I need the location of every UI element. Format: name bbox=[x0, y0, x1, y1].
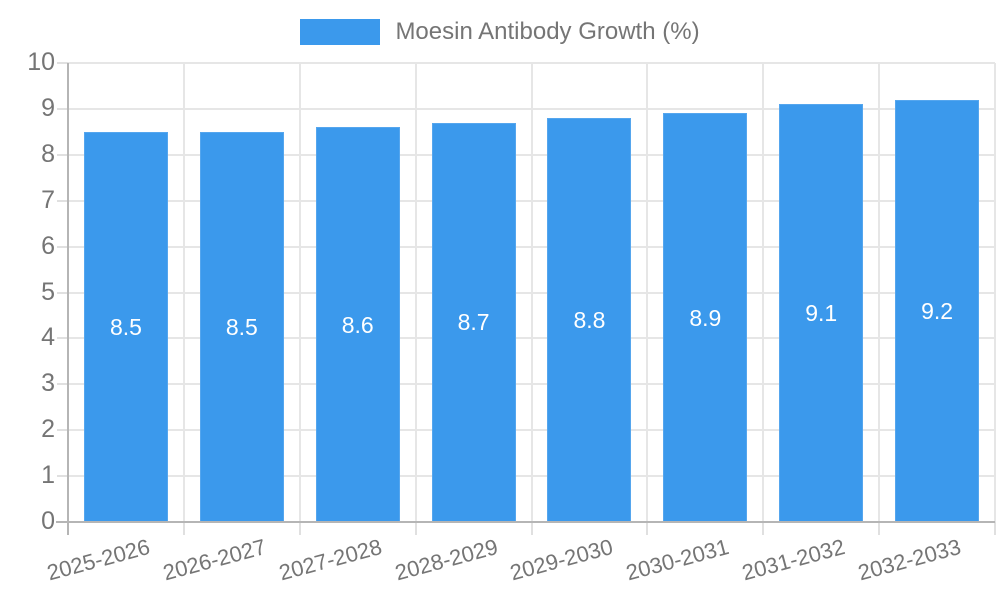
y-tick bbox=[57, 153, 68, 156]
bar bbox=[431, 122, 516, 522]
y-axis-tick-label: 0 bbox=[41, 507, 55, 535]
bar-value-label: 8.5 bbox=[109, 313, 142, 340]
x-tick bbox=[994, 522, 996, 535]
y-tick bbox=[57, 199, 68, 202]
y-axis-line bbox=[67, 63, 69, 535]
y-tick bbox=[57, 107, 68, 110]
bar bbox=[779, 104, 864, 522]
y-axis-tick-label: 6 bbox=[41, 231, 55, 260]
y-axis-tick-label: 9 bbox=[41, 93, 55, 122]
x-axis-line bbox=[56, 521, 995, 523]
bar bbox=[315, 127, 400, 522]
y-tick bbox=[57, 62, 68, 64]
x-tick bbox=[878, 522, 881, 535]
x-tick bbox=[530, 522, 533, 535]
v-gridline bbox=[414, 63, 417, 522]
y-axis-tick-label: 7 bbox=[41, 185, 55, 214]
x-tick bbox=[646, 522, 649, 535]
bar bbox=[199, 131, 284, 522]
y-tick bbox=[57, 337, 68, 340]
bar bbox=[547, 118, 632, 522]
x-tick bbox=[762, 522, 765, 535]
y-axis-tick-label: 2 bbox=[41, 415, 55, 444]
bar-value-label: 8.6 bbox=[341, 311, 374, 338]
v-gridline bbox=[182, 63, 185, 522]
bar bbox=[895, 99, 980, 522]
y-axis-tick-label: 10 bbox=[27, 48, 55, 76]
y-tick bbox=[57, 429, 68, 432]
bar-value-label: 9.2 bbox=[921, 297, 954, 324]
y-axis-tick-label: 5 bbox=[41, 277, 55, 306]
y-axis-tick-label: 1 bbox=[41, 461, 55, 490]
v-gridline bbox=[646, 63, 649, 522]
v-gridline bbox=[762, 63, 765, 522]
y-tick bbox=[57, 245, 68, 248]
x-tick bbox=[414, 522, 417, 535]
bar-value-label: 8.5 bbox=[225, 313, 258, 340]
x-tick bbox=[298, 522, 301, 535]
y-axis-tick-label: 3 bbox=[41, 369, 55, 398]
v-gridline bbox=[298, 63, 301, 522]
v-gridline bbox=[994, 63, 996, 522]
y-tick bbox=[57, 383, 68, 386]
legend-swatch bbox=[300, 19, 381, 45]
y-axis-tick-label: 8 bbox=[41, 139, 55, 168]
legend-label: Moesin Antibody Growth (%) bbox=[395, 18, 700, 45]
y-tick bbox=[57, 291, 68, 294]
legend: Moesin Antibody Growth (%) bbox=[0, 18, 1000, 46]
bar bbox=[83, 131, 168, 522]
y-axis-tick-label: 4 bbox=[41, 323, 55, 352]
bar-value-label: 8.9 bbox=[689, 304, 722, 331]
y-tick bbox=[57, 475, 68, 478]
bar-value-label: 8.8 bbox=[573, 307, 606, 334]
x-tick bbox=[182, 522, 185, 535]
v-gridline bbox=[878, 63, 881, 522]
v-gridline bbox=[530, 63, 533, 522]
bar-value-label: 9.1 bbox=[805, 300, 838, 327]
bar-value-label: 8.7 bbox=[457, 309, 490, 336]
